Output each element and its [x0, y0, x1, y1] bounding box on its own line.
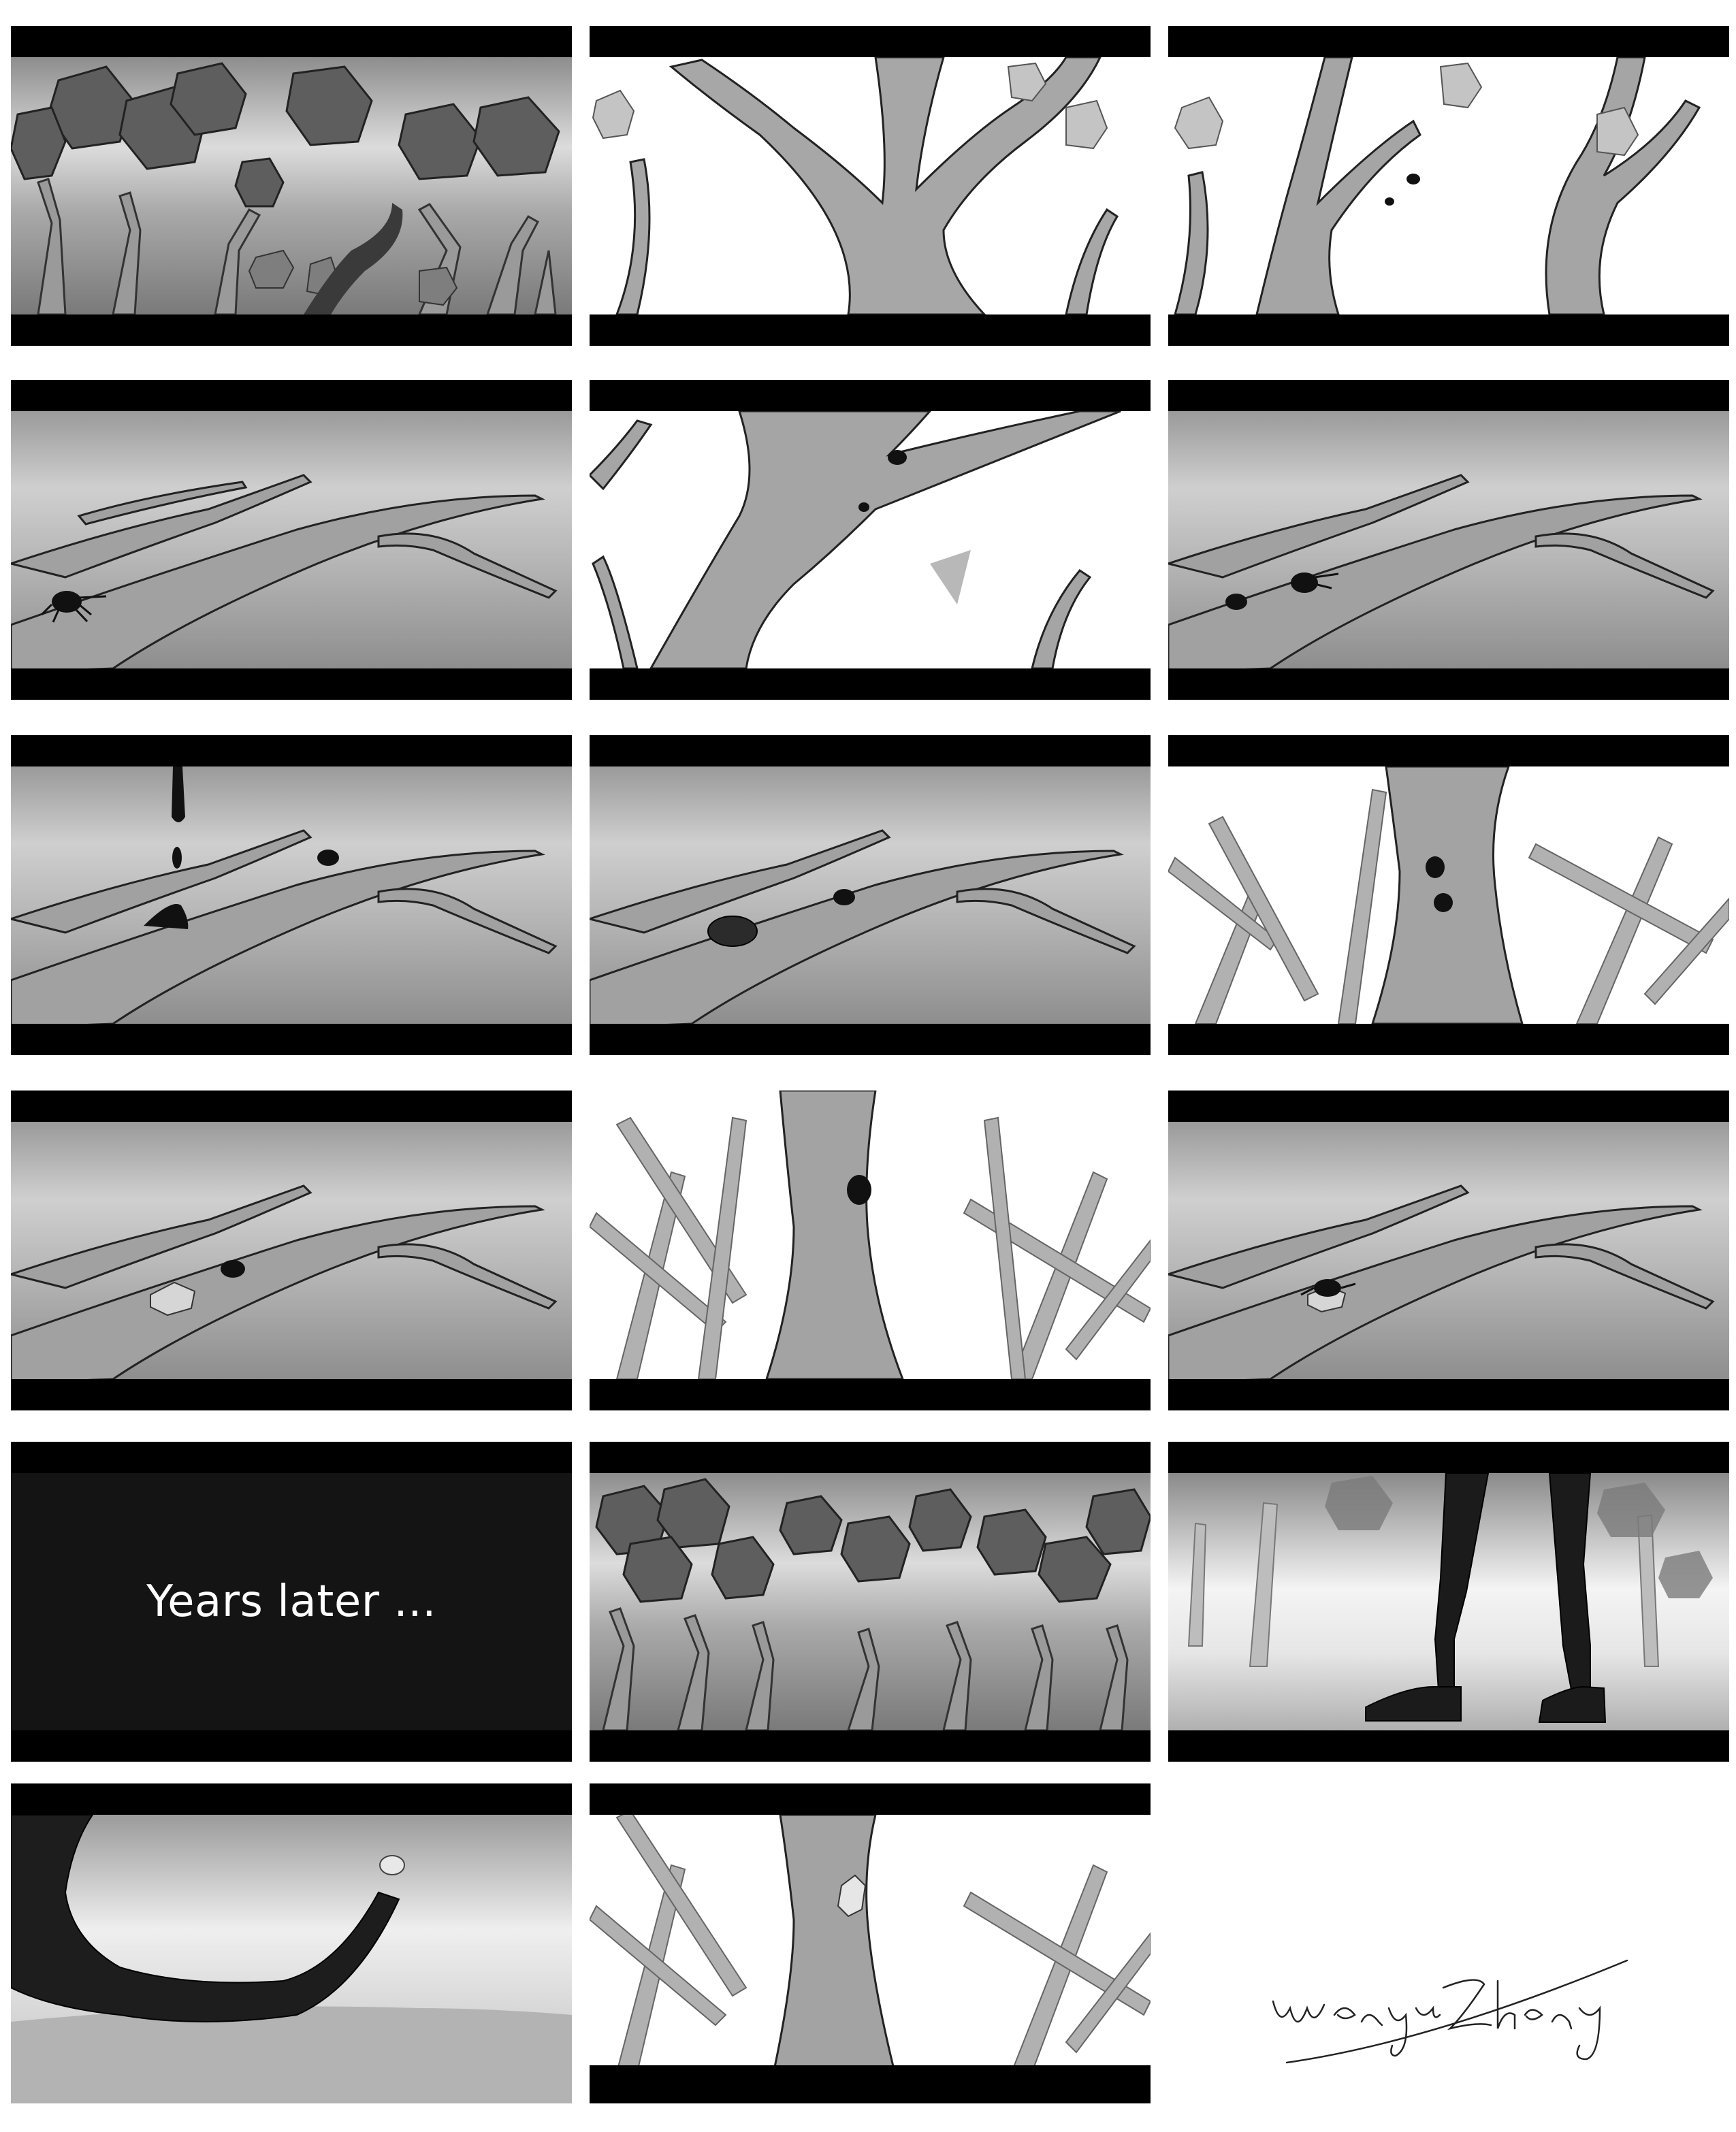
storyboard-panel-11	[590, 1091, 1151, 1410]
storyboard-panel-17	[590, 1783, 1151, 2103]
letterbox-top	[1168, 26, 1729, 57]
panel-15-drawing	[1168, 1472, 1729, 1730]
panel-14-drawing	[590, 1473, 1151, 1732]
panel-17-drawing	[590, 1783, 1151, 2103]
panel-8-drawing	[590, 766, 1151, 1029]
letterbox-bottom	[1168, 314, 1729, 346]
panel-10-drawing	[11, 1122, 572, 1385]
storyboard-panel-5	[590, 380, 1151, 700]
storyboard-panel-4	[11, 380, 572, 700]
letterbox-top	[1168, 380, 1729, 411]
letterbox-bottom	[1168, 1024, 1729, 1055]
letterbox-top	[11, 1783, 572, 1815]
letterbox-bottom	[11, 314, 572, 346]
letterbox-bottom	[1168, 1730, 1729, 1762]
egg-sac-icon	[150, 1281, 196, 1317]
panel-5-drawing	[590, 410, 1151, 670]
egg-sac-icon	[837, 1874, 867, 1918]
spider-icon	[1385, 174, 1420, 206]
storyboard-panel-12	[1168, 1091, 1729, 1410]
spider-icon	[833, 889, 855, 905]
panel-9-drawing	[1168, 765, 1729, 1025]
panel-3-drawing	[1168, 56, 1729, 316]
artist-signature	[1272, 1959, 1628, 2064]
storyboard-panel-10	[11, 1091, 572, 1410]
storyboard-panel-7	[11, 735, 572, 1055]
letterbox-top	[590, 380, 1151, 411]
letterbox-bottom	[590, 2065, 1151, 2103]
storyboard-panel-1	[11, 26, 572, 346]
spider-icon	[317, 850, 339, 866]
spider-icon	[221, 1260, 245, 1278]
letterbox-bottom	[590, 1379, 1151, 1410]
spider-icon	[1225, 572, 1339, 610]
storyboard-panel-3	[1168, 26, 1729, 346]
letterbox-bottom	[11, 668, 572, 700]
letterbox-bottom	[590, 1024, 1151, 1055]
letterbox-bottom	[590, 668, 1151, 700]
spider-icon	[847, 1175, 871, 1205]
letterbox-bottom	[11, 1730, 572, 1762]
panel-4-drawing	[11, 411, 572, 674]
letterbox-top	[1168, 1091, 1729, 1122]
letterbox-bottom	[1168, 668, 1729, 700]
storyboard-panel-8	[590, 735, 1151, 1055]
letterbox-top	[11, 26, 572, 57]
spider-icon	[1426, 856, 1453, 912]
storyboard-panel-13: Years later ...	[11, 1442, 572, 1762]
letterbox-top	[1168, 1442, 1729, 1473]
title-card-text: Years later ...	[146, 1577, 436, 1627]
storyboard-panel-2	[590, 26, 1151, 346]
egg-sac-icon	[707, 916, 758, 947]
letterbox-top	[590, 26, 1151, 57]
letterbox-bottom	[1168, 1379, 1729, 1410]
letterbox-top	[590, 1442, 1151, 1473]
letterbox-bottom	[590, 314, 1151, 346]
letterbox-top	[590, 735, 1151, 766]
storyboard-panel-16	[11, 1783, 572, 2103]
letterbox-bottom	[590, 1730, 1151, 1762]
storyboard-panel-9	[1168, 735, 1729, 1055]
letterbox-top	[11, 1442, 572, 1473]
letterbox-top	[11, 1091, 572, 1122]
panel-1-drawing	[11, 57, 572, 316]
panel-2-drawing	[590, 56, 1151, 316]
storyboard-panel-14	[590, 1442, 1151, 1762]
letterbox-top	[1168, 735, 1729, 766]
storyboard-panel-15	[1168, 1442, 1729, 1762]
letterbox-top	[11, 380, 572, 411]
panel-11-drawing	[590, 1091, 1151, 1410]
spider-icon	[1300, 1279, 1356, 1297]
letterbox-bottom	[11, 1379, 572, 1410]
spider-icon	[858, 450, 907, 512]
spider-icon	[40, 591, 107, 623]
letterbox-top	[11, 735, 572, 766]
panel-7-drawing	[11, 766, 572, 1029]
panel-16-drawing	[11, 1814, 572, 2103]
panel-12-drawing	[1168, 1122, 1729, 1385]
egg-sac-icon	[379, 1855, 405, 1875]
letterbox-top	[590, 1783, 1151, 1815]
panel-6-drawing	[1168, 411, 1729, 674]
letterbox-bottom	[11, 1024, 572, 1055]
storyboard-panel-6	[1168, 380, 1729, 700]
